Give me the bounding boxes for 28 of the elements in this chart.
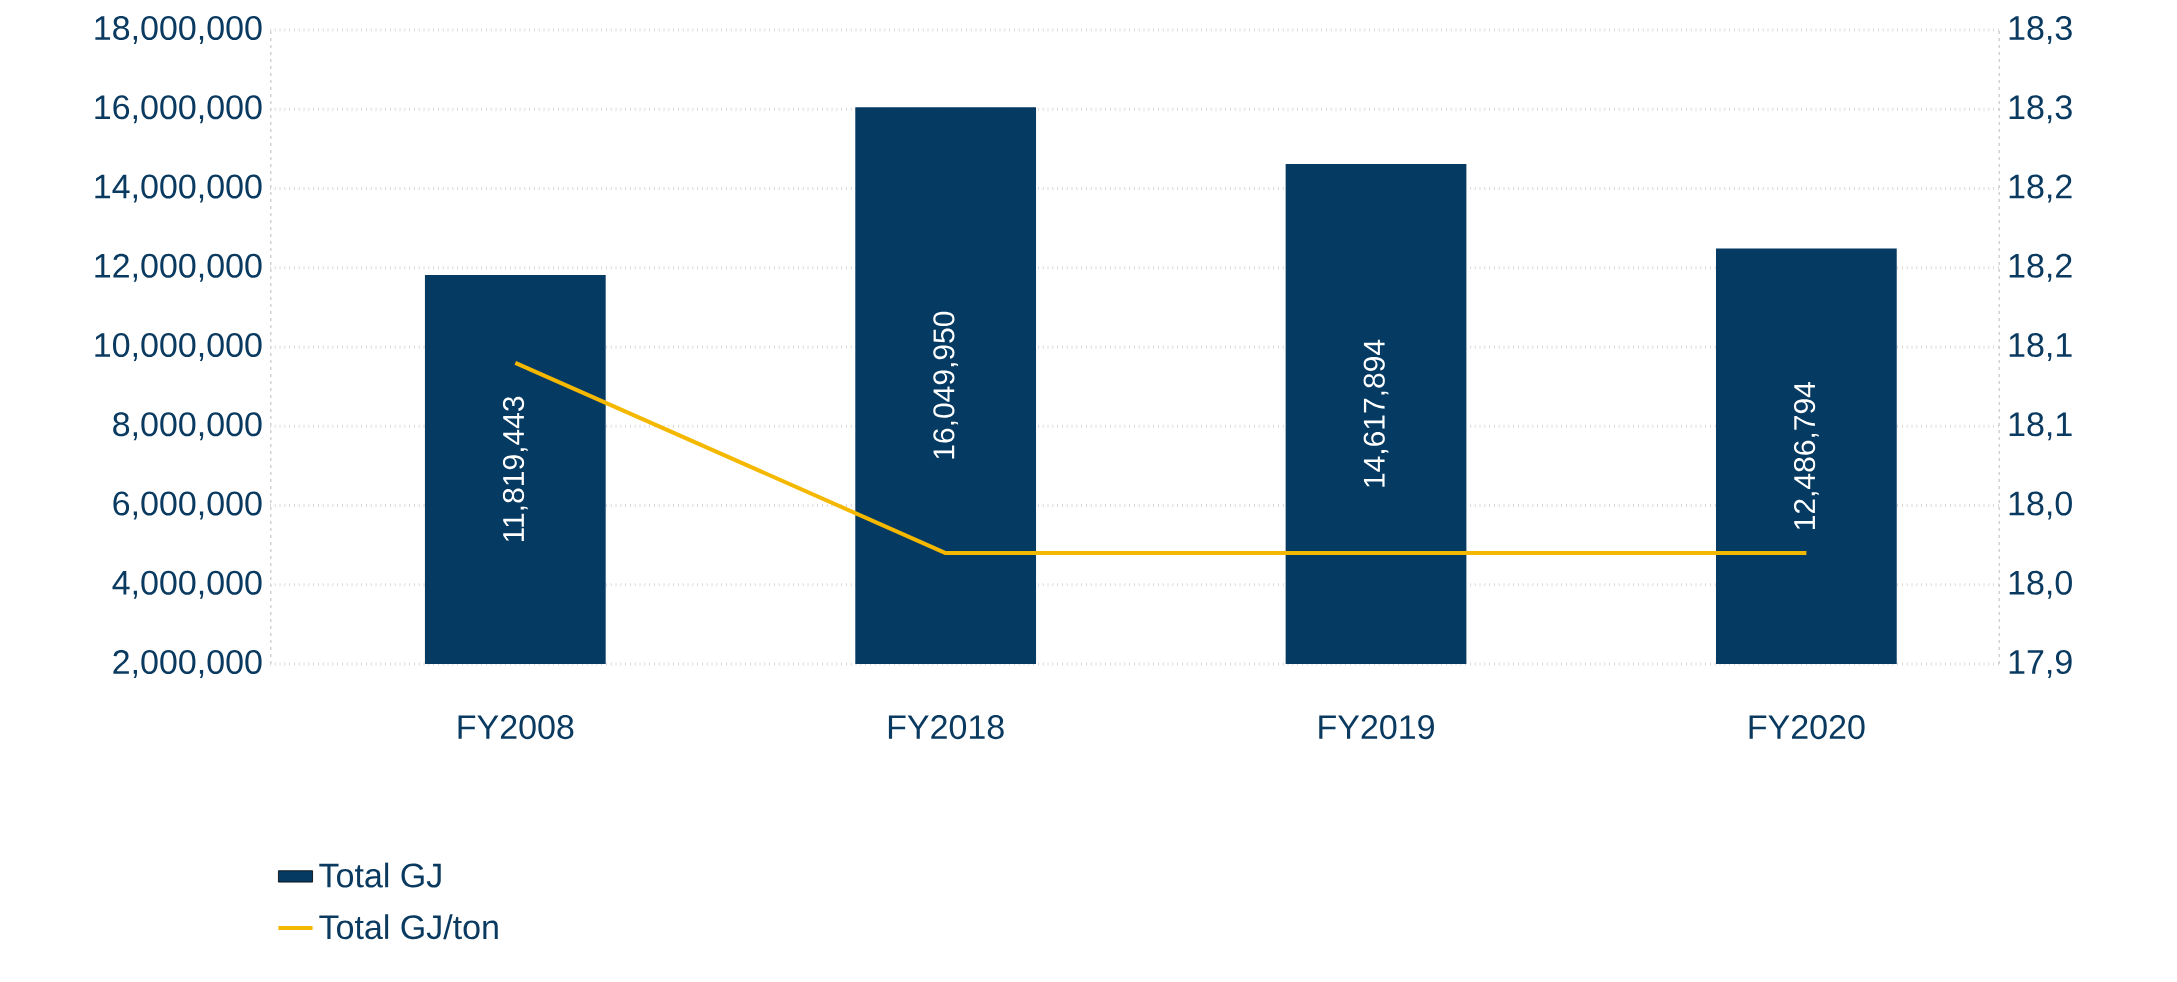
data-label: 14,617,894 bbox=[1363, 339, 1389, 487]
y-tick-label: 2,000,000 bbox=[113, 649, 262, 679]
y-tick-label: 12,000,000 bbox=[95, 253, 262, 282]
x-tick-label: FY2020 bbox=[1749, 715, 1865, 740]
legend-label: Total GJ/ton bbox=[319, 914, 498, 940]
y-tick-label: 10,000,000 bbox=[95, 332, 262, 362]
y-tick-label: 18,000,000 bbox=[95, 15, 262, 45]
y2-tick-label: 17,9 bbox=[2009, 649, 2072, 679]
y-tick-label: 4,000,000 bbox=[112, 570, 262, 599]
y2-tick-label: 18,2 bbox=[2009, 253, 2072, 282]
x-tick-label: FY2008 bbox=[458, 715, 574, 740]
y2-tick-label: 18,3 bbox=[2009, 95, 2072, 124]
data-label: 12,486,794 bbox=[1793, 382, 1819, 530]
data-label: 16,049,950 bbox=[933, 311, 959, 459]
y2-tick-label: 18,1 bbox=[2009, 412, 2072, 441]
y-tick-label: 16,000,000 bbox=[95, 95, 262, 124]
x-tick-label: FY2018 bbox=[888, 715, 1004, 740]
y2-tick-label: 18,1 bbox=[2009, 332, 2072, 362]
y2-tick-label: 18,3 bbox=[2009, 15, 2072, 45]
x-tick-label: FY2019 bbox=[1319, 715, 1434, 740]
y-tick-label: 6,000,000 bbox=[113, 491, 262, 520]
y-tick-label: 8,000,000 bbox=[113, 412, 262, 441]
legend-label: Total GJ bbox=[319, 862, 441, 888]
y2-tick-label: 18,0 bbox=[2009, 570, 2072, 599]
y-tick-label: 14,000,000 bbox=[95, 174, 262, 203]
y2-tick-label: 18,0 bbox=[2009, 491, 2072, 520]
y2-tick-label: 18,2 bbox=[2009, 174, 2072, 203]
data-label: 11,819,443 bbox=[502, 396, 528, 542]
